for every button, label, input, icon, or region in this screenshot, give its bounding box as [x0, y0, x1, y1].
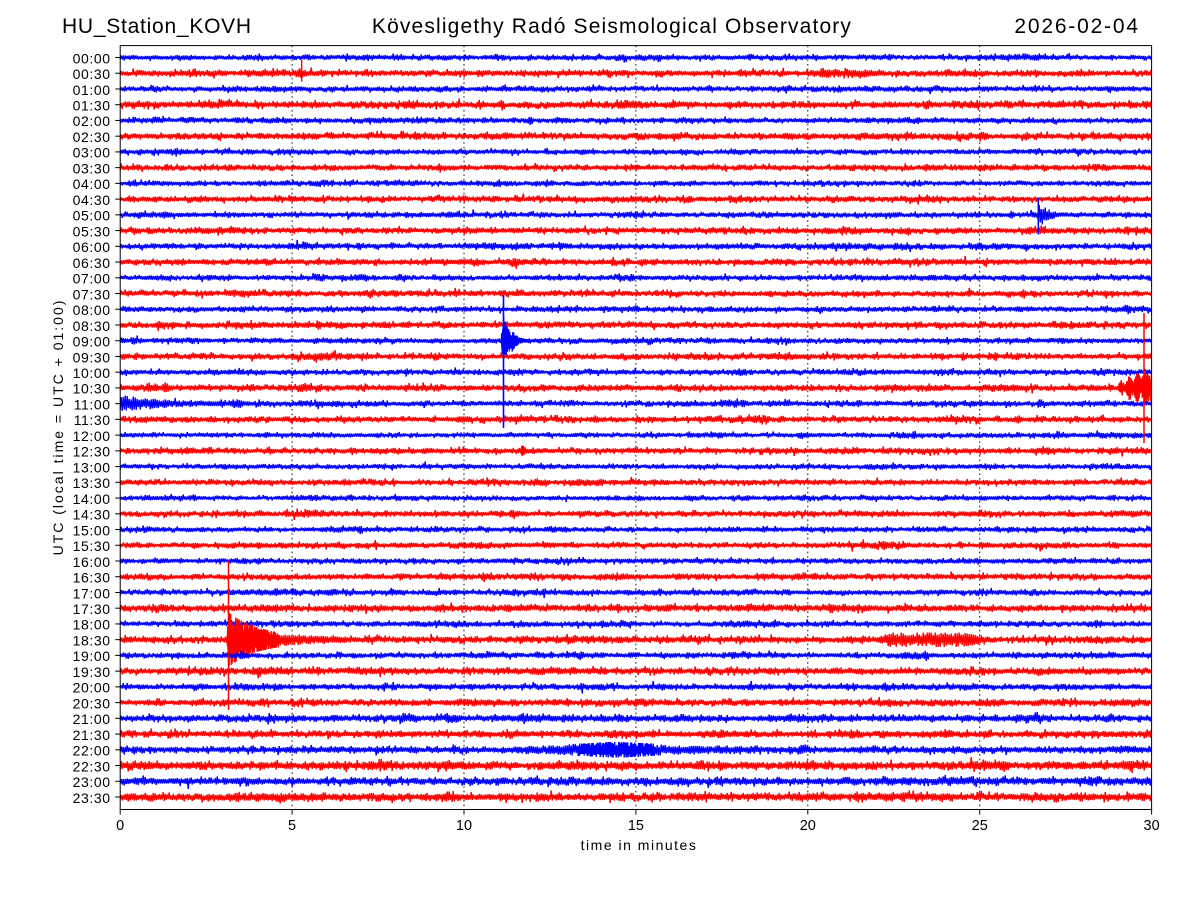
svg-text:10: 10	[456, 818, 472, 834]
svg-text:09:30: 09:30	[73, 349, 111, 365]
svg-text:UTC (local time = UTC + 01:00): UTC (local time = UTC + 01:00)	[50, 299, 66, 556]
svg-text:22:30: 22:30	[73, 758, 111, 774]
svg-text:19:30: 19:30	[73, 664, 111, 680]
svg-text:06:00: 06:00	[73, 239, 111, 255]
svg-text:2026-02-04: 2026-02-04	[1014, 15, 1139, 38]
svg-text:11:00: 11:00	[74, 396, 111, 412]
svg-text:time in minutes: time in minutes	[581, 837, 698, 853]
svg-text:01:00: 01:00	[73, 82, 111, 98]
svg-text:07:30: 07:30	[73, 286, 111, 302]
svg-text:13:30: 13:30	[73, 475, 111, 491]
svg-text:08:00: 08:00	[73, 302, 111, 318]
svg-text:15:30: 15:30	[73, 538, 111, 554]
svg-text:04:00: 04:00	[73, 176, 111, 192]
svg-text:02:00: 02:00	[73, 113, 111, 129]
svg-text:03:30: 03:30	[73, 160, 111, 176]
svg-text:18:30: 18:30	[73, 632, 111, 648]
svg-text:03:00: 03:00	[73, 145, 111, 161]
svg-text:20: 20	[800, 818, 816, 834]
svg-text:17:30: 17:30	[73, 601, 111, 617]
svg-text:16:00: 16:00	[73, 554, 111, 570]
svg-text:15: 15	[628, 818, 644, 834]
svg-text:05:00: 05:00	[73, 208, 111, 224]
svg-text:05:30: 05:30	[73, 223, 111, 239]
svg-text:22:00: 22:00	[73, 743, 111, 759]
svg-text:04:30: 04:30	[73, 192, 111, 208]
svg-text:14:30: 14:30	[73, 507, 111, 523]
svg-text:17:00: 17:00	[73, 585, 111, 601]
svg-text:02:30: 02:30	[73, 129, 111, 145]
svg-text:23:00: 23:00	[73, 774, 111, 790]
svg-text:10:00: 10:00	[73, 365, 111, 381]
svg-text:15:00: 15:00	[73, 522, 111, 538]
svg-text:09:00: 09:00	[73, 334, 111, 350]
svg-text:5: 5	[288, 818, 296, 834]
svg-text:25: 25	[972, 818, 988, 834]
svg-text:18:00: 18:00	[73, 617, 111, 633]
svg-text:11:30: 11:30	[74, 412, 111, 428]
svg-text:16:30: 16:30	[73, 570, 111, 586]
svg-text:12:00: 12:00	[73, 428, 111, 444]
svg-text:00:00: 00:00	[73, 50, 111, 66]
svg-text:23:30: 23:30	[73, 790, 111, 806]
svg-text:20:00: 20:00	[73, 680, 111, 696]
svg-text:0: 0	[116, 818, 124, 834]
svg-text:06:30: 06:30	[73, 255, 111, 271]
svg-text:14:00: 14:00	[73, 491, 111, 507]
svg-text:01:30: 01:30	[73, 98, 111, 114]
svg-text:HU_Station_KOVH: HU_Station_KOVH	[62, 15, 252, 38]
svg-text:00:30: 00:30	[73, 66, 111, 82]
svg-text:Kövesligethy Radó Seismologica: Kövesligethy Radó Seismological Observat…	[372, 15, 852, 38]
svg-text:21:00: 21:00	[73, 711, 111, 727]
svg-text:10:30: 10:30	[73, 381, 111, 397]
svg-text:30: 30	[1144, 818, 1160, 834]
svg-text:07:00: 07:00	[73, 271, 111, 287]
svg-text:08:30: 08:30	[73, 318, 111, 334]
svg-text:13:00: 13:00	[73, 459, 111, 475]
svg-text:21:30: 21:30	[73, 727, 111, 743]
svg-text:19:00: 19:00	[73, 648, 111, 664]
svg-text:12:30: 12:30	[73, 444, 111, 460]
svg-text:20:30: 20:30	[73, 695, 111, 711]
